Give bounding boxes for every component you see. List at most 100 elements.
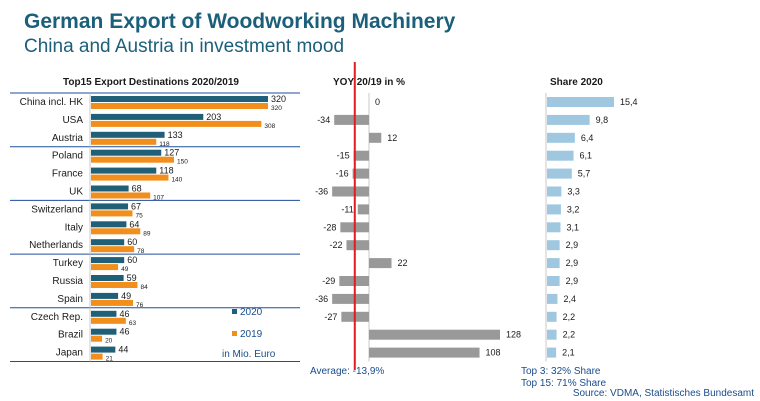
category-label: Poland [52, 151, 83, 162]
share-value-label: 2,9 [566, 258, 579, 268]
source-note: Source: VDMA, Statistisches Bundesamt [572, 388, 754, 399]
yoy-bar [334, 114, 369, 125]
share-panel-title: Share 2020 [550, 77, 603, 88]
chart-title: German Export of Woodworking Machinery [24, 10, 456, 33]
share-bar [547, 97, 614, 107]
share-bar [547, 347, 557, 358]
share-value-label: 6,1 [580, 151, 593, 161]
share-bar [547, 293, 558, 304]
yoy-bar [352, 168, 369, 179]
bar-2019 [91, 156, 174, 163]
bar-2020 [91, 310, 117, 317]
share-bar [547, 114, 590, 125]
yoy-value-label: 0 [375, 97, 380, 107]
category-label: Brazil [58, 330, 83, 341]
value-label-2020: 46 [119, 327, 129, 337]
yoy-value-label: 128 [506, 330, 521, 340]
yoy-value-label: -22 [329, 240, 342, 250]
value-label-2020: 68 [132, 184, 142, 194]
share-value-label: 15,4 [620, 97, 638, 107]
share-value-label: 9,8 [596, 115, 609, 125]
share-bar [547, 168, 572, 179]
bar-2020 [91, 346, 116, 353]
value-label-2019: 78 [137, 248, 145, 255]
value-label-2020: 46 [119, 309, 129, 319]
share-bar [547, 276, 560, 286]
category-label: Switzerland [31, 204, 83, 215]
yoy-bar [369, 329, 500, 340]
yoy-value-label: -28 [323, 222, 336, 232]
share-value-label: 3,2 [567, 204, 580, 214]
bar-2020 [91, 203, 129, 210]
value-label-2020: 59 [127, 273, 137, 283]
value-label-2019: 89 [143, 230, 151, 237]
yoy-bar [369, 258, 392, 269]
bar-2019 [91, 246, 135, 253]
value-label-2019: 320 [271, 105, 282, 112]
value-label-2019: 140 [171, 177, 182, 184]
share-bar [547, 329, 557, 340]
bar-2020 [91, 113, 204, 120]
share-value-label: 2,2 [563, 330, 576, 340]
bar-2020 [91, 275, 124, 281]
share-bar [547, 311, 557, 322]
share-bar [547, 240, 560, 251]
share-value-label: 2,4 [563, 294, 576, 304]
bar-2019 [91, 103, 268, 109]
value-label-2020: 60 [127, 255, 137, 265]
value-label-2019: 76 [136, 302, 144, 309]
legend-swatch-2019 [232, 331, 237, 336]
share-value-label: 3,1 [566, 222, 579, 232]
share-value-label: 2,9 [566, 240, 579, 250]
bar-2020 [91, 221, 127, 228]
share-bar [547, 222, 561, 233]
yoy-value-label: -15 [337, 151, 350, 161]
category-label: Japan [56, 348, 83, 359]
bar-2020 [91, 131, 165, 138]
category-label: Austria [52, 133, 84, 144]
share-bar [547, 204, 561, 215]
share-value-label: 5,7 [578, 169, 591, 179]
share-note: Top 3: 32% Share [521, 366, 601, 377]
category-label: Czech Rep. [31, 312, 83, 323]
value-label-2019: 84 [140, 284, 148, 291]
yoy-bar [332, 293, 369, 304]
category-label: Italy [65, 222, 83, 233]
value-label-2020: 49 [121, 291, 131, 301]
yoy-bar [369, 347, 480, 358]
share-value-label: 2,9 [566, 276, 579, 286]
yoy-value-label: 12 [387, 133, 397, 143]
bar-2020 [91, 328, 117, 335]
value-label-2020: 67 [131, 201, 141, 211]
yoy-value-label: -36 [315, 294, 328, 304]
bar-2020 [91, 239, 125, 246]
yoy-bar [346, 240, 369, 251]
share-bar [547, 258, 560, 269]
yoy-value-label: 22 [398, 258, 408, 268]
value-label-2019: 21 [106, 356, 114, 363]
bar-2020 [91, 292, 119, 299]
share-note: Top 15: 71% Share [521, 378, 606, 389]
legend-label-2020: 2020 [240, 307, 263, 318]
bar-2020 [91, 257, 125, 264]
yoy-value-label: -16 [336, 169, 349, 179]
value-label-2020: 320 [271, 94, 286, 104]
value-label-2019: 118 [159, 141, 170, 148]
share-bar [547, 186, 562, 197]
yoy-value-label: -34 [317, 115, 330, 125]
value-label-2019: 63 [129, 320, 137, 327]
bar-2019 [91, 335, 103, 342]
bar-2019 [91, 353, 103, 360]
category-label: China incl. HK [20, 97, 84, 108]
bar-2019 [91, 317, 126, 324]
yoy-value-label: -11 [341, 204, 353, 214]
value-label-2019: 150 [177, 159, 188, 166]
bar-2019 [91, 120, 262, 127]
value-label-2020: 203 [206, 112, 221, 122]
value-label-2019: 308 [264, 123, 275, 130]
value-label-2019: 49 [121, 266, 129, 273]
export-panel-title: Top15 Export Destinations 2020/2019 [63, 77, 239, 88]
yoy-value-label: 108 [486, 348, 501, 358]
category-label: UK [69, 187, 83, 198]
